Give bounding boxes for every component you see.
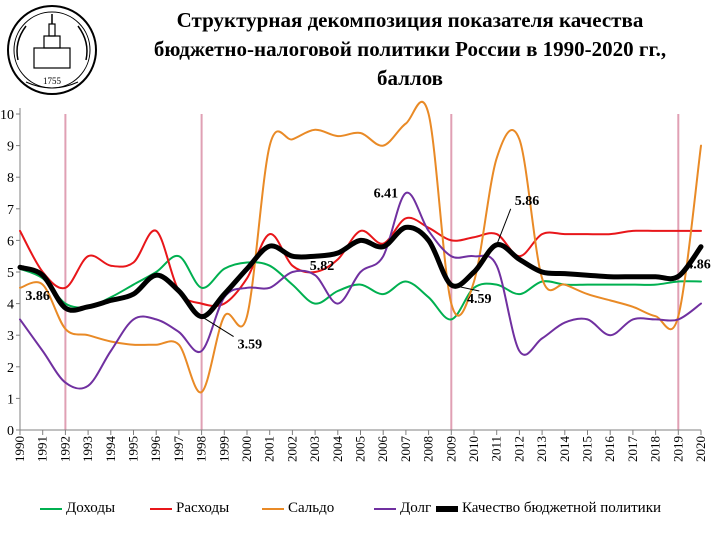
- series-line-4: [17, 224, 704, 320]
- y-tick-label-5: 5: [7, 266, 14, 281]
- x-tick-label-2020: 2020: [693, 436, 708, 462]
- x-tick-label-2012: 2012: [511, 436, 526, 462]
- series-line-3: [19, 191, 702, 390]
- y-tick-label-8: 8: [7, 171, 14, 186]
- annotation-label-6: 4.86: [686, 257, 711, 272]
- x-tick-label-1998: 1998: [194, 436, 209, 462]
- legend-item-4: Качество бюджетной политики: [436, 500, 661, 517]
- legend-label-1: Расходы: [176, 500, 230, 516]
- legend-swatch-0: [40, 507, 62, 510]
- y-tick-label-7: 7: [7, 203, 14, 218]
- annotation-leader-6: [677, 272, 683, 277]
- x-tick-label-1995: 1995: [126, 436, 141, 462]
- title-line-3: баллов: [376, 66, 444, 90]
- annotation-label-2: 5.82: [310, 259, 335, 274]
- x-tick-label-2010: 2010: [466, 436, 481, 462]
- x-tick-label-2016: 2016: [602, 436, 617, 463]
- logo-year: 1755: [43, 76, 62, 86]
- x-tick-label-2018: 2018: [648, 436, 663, 462]
- y-tick-label-3: 3: [7, 329, 14, 344]
- x-tick-label-2006: 2006: [375, 436, 390, 463]
- x-tick-label-1991: 1991: [35, 436, 50, 462]
- x-tick-label-2002: 2002: [284, 436, 299, 462]
- chart-title: Структурная декомпозиция показателя каче…: [110, 6, 710, 93]
- x-tick-label-2011: 2011: [489, 436, 504, 462]
- legend-swatch-2: [262, 507, 284, 510]
- y-tick-label-1: 1: [7, 392, 14, 407]
- series-line-2: [19, 100, 702, 394]
- series-line-1: [19, 216, 702, 307]
- legend-item-3: Долг: [374, 500, 431, 517]
- x-tick-label-1992: 1992: [57, 436, 72, 462]
- title-line-2: бюджетно-налоговой политики России в 199…: [153, 37, 667, 61]
- line-chart: 0 1 2 3 4 5 6 7 8 9 10 1990 1991 1992 1993 1994 1995 1996…: [0, 100, 711, 463]
- x-tick-label-2009: 2009: [443, 436, 458, 462]
- x-tick-label-1994: 1994: [103, 436, 118, 463]
- y-tick-label-10: 10: [0, 108, 14, 123]
- legend-label-4: Качество бюджетной политики: [462, 500, 662, 516]
- x-tick-label-2008: 2008: [421, 436, 436, 462]
- legend-swatch-4: [436, 505, 458, 512]
- legend-item-1: Расходы: [150, 500, 229, 517]
- legend-item-2: Сальдо: [262, 500, 334, 517]
- legend-label-3: Долг: [400, 500, 432, 516]
- x-tick-label-2003: 2003: [307, 436, 322, 462]
- x-tick-label-2000: 2000: [239, 436, 254, 462]
- x-tick-label-2015: 2015: [580, 436, 595, 462]
- annotation-label-0: 3.86: [25, 289, 50, 304]
- y-tick-label-4: 4: [7, 298, 14, 313]
- y-tick-label-0: 0: [7, 424, 14, 439]
- annotation-label-4: 4.59: [467, 292, 492, 307]
- annotation-label-5: 5.86: [515, 194, 540, 209]
- x-tick-label-2013: 2013: [534, 436, 549, 462]
- x-tick-label-2005: 2005: [353, 436, 368, 462]
- x-tick-label-1993: 1993: [80, 436, 95, 462]
- y-tick-label-9: 9: [7, 140, 14, 155]
- x-tick-label-2014: 2014: [557, 436, 572, 463]
- legend-swatch-3: [374, 507, 396, 510]
- x-tick-label-2017: 2017: [625, 436, 640, 463]
- legend-label-0: Доходы: [66, 500, 116, 516]
- annotation-leader-5: [496, 208, 512, 246]
- x-tick-label-2007: 2007: [398, 436, 413, 463]
- legend-item-0: Доходы: [40, 500, 115, 517]
- x-tick-label-1996: 1996: [148, 436, 163, 463]
- title-line-1: Структурная декомпозиция показателя каче…: [176, 8, 644, 32]
- x-tick-label-1990: 1990: [12, 436, 27, 462]
- university-emblem-icon: 1755: [7, 5, 97, 95]
- y-tick-label-2: 2: [7, 361, 14, 376]
- x-tick-label-2004: 2004: [330, 436, 345, 463]
- annotation-leader-1: [201, 316, 234, 337]
- annotation-leader-4: [451, 284, 480, 292]
- series-line-0: [19, 254, 702, 321]
- legend: Доходы Расходы Сальдо Долг Качество бюджетно…: [0, 500, 720, 524]
- legend-swatch-1: [150, 507, 172, 510]
- y-tick-label-6: 6: [7, 234, 14, 249]
- x-tick-label-2001: 2001: [262, 436, 277, 462]
- x-tick-label-1999: 1999: [216, 436, 231, 462]
- x-tick-label-1997: 1997: [171, 436, 186, 463]
- annotation-label-1: 3.59: [238, 338, 263, 353]
- annotation-label-3: 6.41: [374, 186, 399, 201]
- x-tick-label-2019: 2019: [670, 436, 685, 462]
- legend-label-2: Сальдо: [288, 500, 335, 516]
